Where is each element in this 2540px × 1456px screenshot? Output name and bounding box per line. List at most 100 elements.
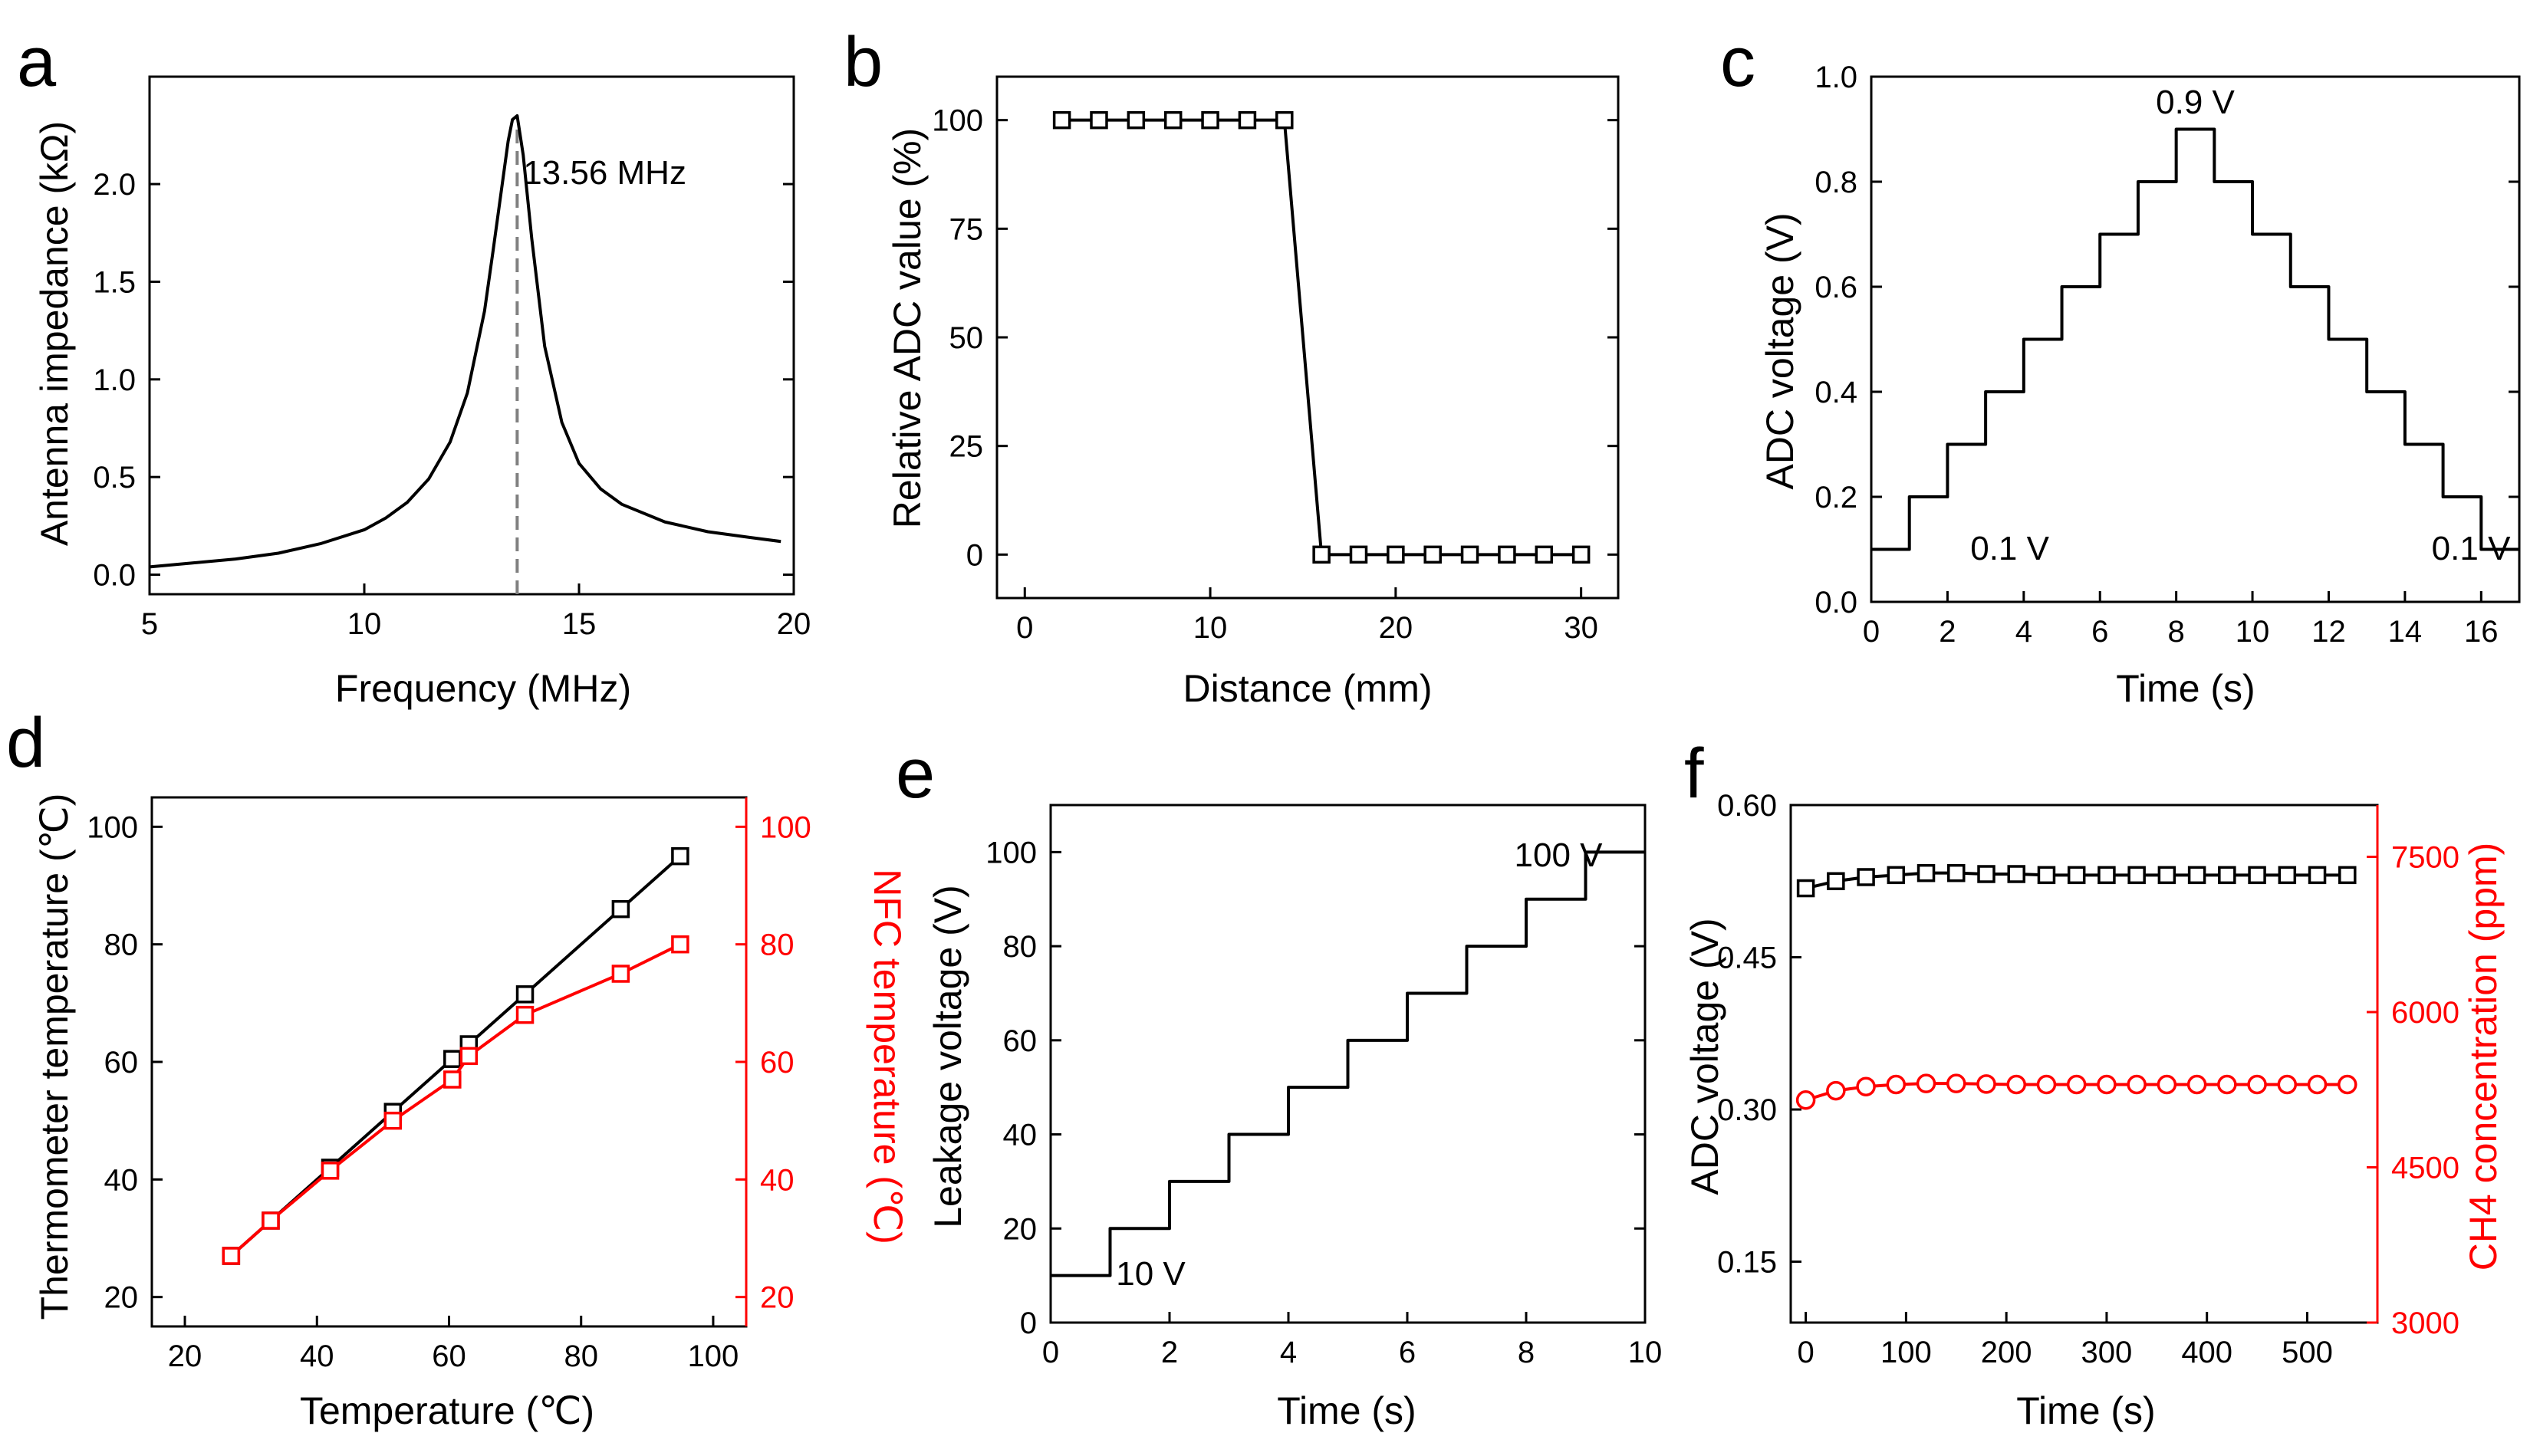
panel-f-series-1-point (2097, 1074, 2117, 1095)
panel-c-x-tick-label: 8 (2168, 615, 2185, 649)
panel-a-plot-frame (148, 75, 795, 596)
panel-a-chart: a Frequency (MHz) Antenna impedance (kΩ)… (17, 23, 811, 710)
panel-a-x-tick-label: 5 (141, 607, 158, 641)
panel-b-y-tick-label: 100 (932, 104, 983, 138)
panel-b-series-0-point (1127, 110, 1146, 130)
panel-e-chart: e Time (s) Leakage voltage (V) 0 2 4 6 8 1002… (896, 735, 1662, 1432)
panel-e-x-tick-label: 0 (1042, 1336, 1059, 1369)
panel-d-series-0-point (611, 899, 630, 919)
panel-c-x-tick-label: 12 (2311, 615, 2346, 649)
panel-f-x-tick-label: 300 (2081, 1336, 2133, 1369)
panel-c-series-0-line (1871, 127, 2519, 551)
panel-a-annotation: 13.56 MHz (523, 154, 686, 192)
panel-label-b: b (844, 23, 883, 101)
panel-f-series-0-point (1977, 865, 1995, 883)
panel-d-y2-tick-label: 20 (760, 1281, 795, 1315)
panel-b-x-tick-label: 0 (1016, 611, 1033, 645)
panel-e-x-axis-title: Time (s) (1277, 1389, 1416, 1432)
panel-c-y-tick-label: 0.4 (1815, 376, 1857, 409)
panel-f-y2-axis-title: CH4 concentration (ppm) (2462, 843, 2505, 1271)
panel-d-y-tick-label: 20 (104, 1281, 139, 1315)
panel-f-x-tick-label: 400 (2181, 1336, 2232, 1369)
panel-f-series-0-point (1947, 863, 1966, 882)
panel-d-x-tick-label: 20 (168, 1339, 202, 1373)
panel-f-chart: f Time (s) ADC voltage (V) CH4 concentra… (1683, 735, 2505, 1432)
panel-e-y-tick-label: 0 (1020, 1306, 1037, 1340)
panel-b-y-tick-label: 25 (949, 430, 984, 464)
panel-f-series-0-point (2097, 866, 2116, 885)
panel-b-series-0-point (1423, 545, 1442, 564)
panel-f-x-tick-label: 0 (1797, 1336, 1814, 1369)
panel-c-x-tick-label: 0 (1863, 615, 1880, 649)
panel-e-x-tick-label: 6 (1399, 1336, 1416, 1369)
panel-b-y-tick-label: 75 (949, 212, 984, 246)
panel-c-x-axis-title: Time (s) (2116, 667, 2255, 710)
panel-e-x-tick-label: 10 (1628, 1336, 1663, 1369)
panel-f-series-1-point (2247, 1074, 2267, 1095)
panel-d-series-0-point (515, 985, 535, 1004)
panel-f-series-0-point (1857, 868, 1875, 886)
panel-b-series-0-point (1163, 110, 1183, 130)
panel-d-y-tick-label: 60 (104, 1046, 139, 1080)
panel-d-x-tick-label: 100 (688, 1339, 739, 1373)
panel-f-series-1-point (2157, 1074, 2177, 1095)
panel-f-series-0-point (2067, 866, 2086, 885)
panel-e-y-axis-title: Leakage voltage (V) (926, 885, 969, 1228)
panel-e-y-tick-label: 80 (1003, 930, 1038, 964)
panel-c-chart: c Time (s) ADC voltage (V) 0 2 4 6 8 10 12 14 16… (1720, 23, 2521, 710)
panel-b-series-0-point (1349, 545, 1368, 564)
panel-d-y-axis-title: Thermometer temperature (℃) (33, 794, 76, 1320)
panel-b-series-0-point (1052, 110, 1071, 130)
panel-f-series-0-point (2187, 866, 2206, 885)
panel-d-series-1-point (222, 1247, 241, 1265)
panel-a-y-axis-title: Antenna impedance (kΩ) (33, 121, 76, 546)
panel-e-y-tick-label: 40 (1003, 1119, 1038, 1152)
panel-c-y-tick-label: 1.0 (1815, 61, 1857, 94)
panel-d-series-1-point (611, 965, 630, 983)
panel-f-series-1-point (1946, 1073, 1966, 1093)
panel-b-series-0-point (1275, 110, 1294, 130)
panel-label-a: a (17, 23, 57, 101)
panel-d-x-tick-label: 40 (300, 1339, 334, 1373)
panel-f-series-1-point (1795, 1090, 1816, 1110)
panel-b-series-0-point (1238, 110, 1257, 130)
panel-f-y-tick-label: 0.45 (1717, 942, 1777, 975)
panel-f-series-0-point (2338, 866, 2357, 885)
panel-b-series-0-point (1571, 545, 1591, 564)
panel-f-x-tick-label: 500 (2282, 1336, 2333, 1369)
panel-d-series-0-point (671, 846, 689, 866)
panel-c-annotation: 0.1 V (2432, 530, 2511, 567)
panel-e-x-tick-label: 2 (1161, 1336, 1178, 1369)
panel-b-x-axis-title: Distance (mm) (1183, 667, 1432, 710)
panel-f-series-0-point (2157, 866, 2176, 885)
panel-d-y-tick-label: 100 (87, 810, 138, 844)
panel-f-series-0-point (2127, 866, 2146, 885)
panel-b-series-0-point (1498, 545, 1516, 564)
panel-f-series-1-point (2036, 1074, 2057, 1095)
panel-c-y-axis-title: ADC voltage (V) (1759, 212, 1801, 489)
panel-e-annotation: 100 V (1515, 836, 1604, 874)
panel-d-y2-tick-label: 40 (760, 1163, 795, 1197)
panel-c-x-tick-label: 4 (2015, 615, 2032, 649)
panel-d-x-tick-label: 60 (432, 1339, 466, 1373)
panel-d-y2-axis-title: NFC temperature (℃) (866, 869, 909, 1244)
panel-b-series-0-point (1312, 545, 1331, 564)
panel-d-y2-tick-label: 80 (760, 928, 795, 962)
panel-c-annotation: 0.1 V (1970, 530, 2049, 567)
panel-a-x-tick-label: 20 (777, 607, 811, 641)
panel-f-y2-tick-label: 4500 (2391, 1152, 2459, 1185)
panel-label-c: c (1720, 23, 1755, 101)
panel-f-series-1-point (1976, 1074, 1996, 1094)
panel-f-series-1-point (1826, 1080, 1846, 1101)
panel-f-series-1-point (1856, 1076, 1876, 1096)
panel-f-series-1-point (2307, 1074, 2328, 1095)
panel-b-series-0-line (1061, 118, 1581, 557)
panel-f-series-0-point (2218, 866, 2236, 885)
panel-a-y-tick-label: 1.0 (93, 363, 136, 397)
panel-c-x-tick-label: 6 (2091, 615, 2108, 649)
panel-c-y-tick-label: 0.8 (1815, 166, 1857, 199)
panel-e-plot-frame (1049, 804, 1647, 1324)
panel-f-y-tick-label: 0.30 (1717, 1093, 1777, 1127)
panel-d-series-0-point (443, 1050, 462, 1068)
